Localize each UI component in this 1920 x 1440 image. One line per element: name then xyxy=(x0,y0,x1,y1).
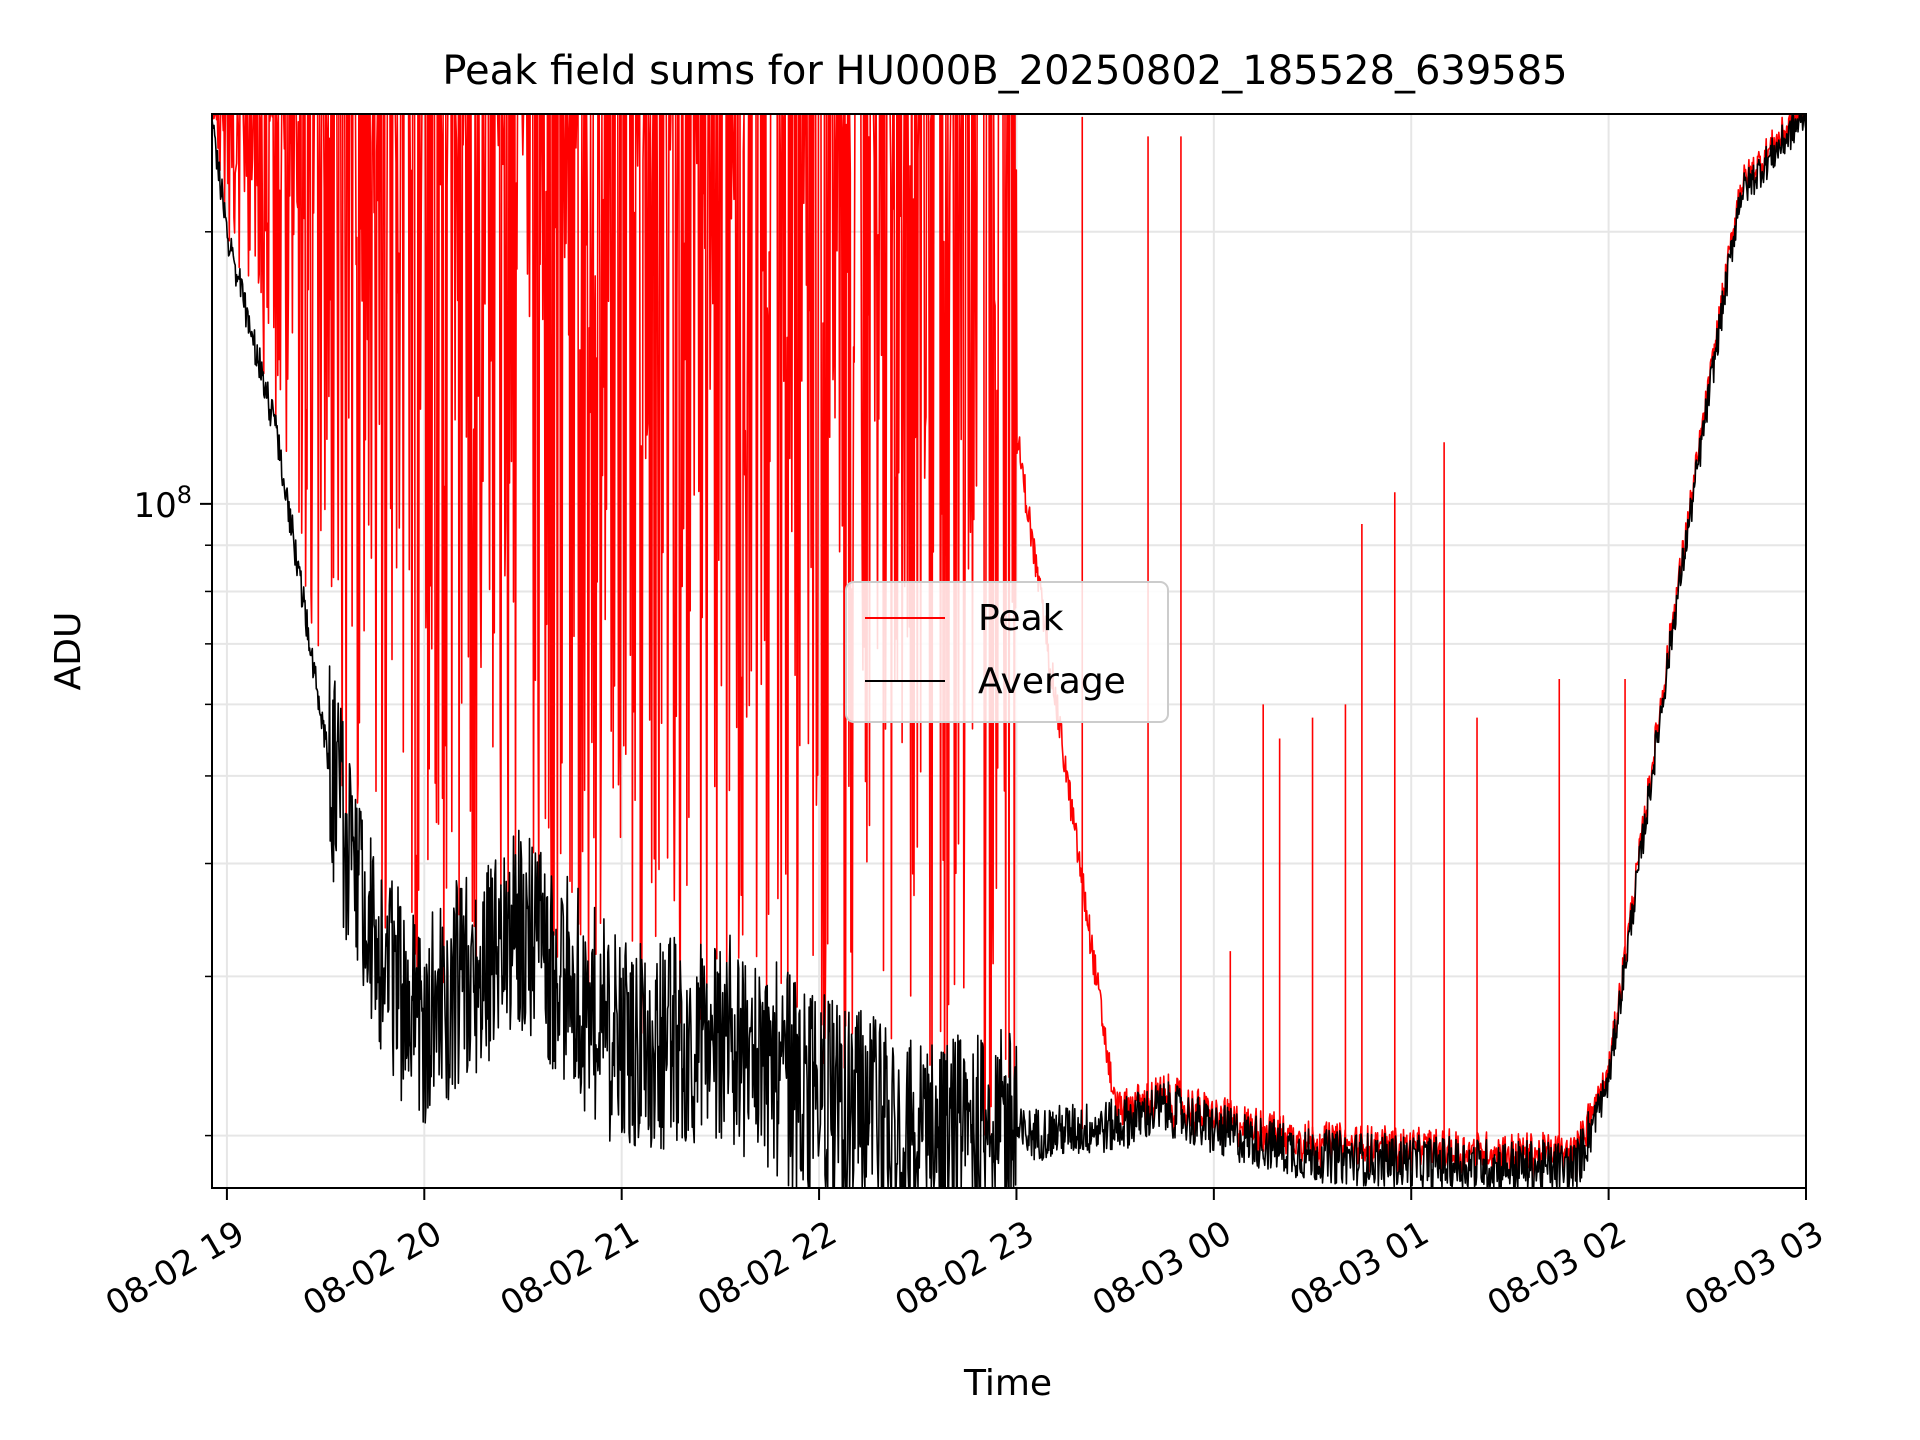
y-axis: 108 xyxy=(133,231,212,1137)
y-axis-label: ADU xyxy=(48,612,89,691)
y-tick-label: 108 xyxy=(133,481,192,526)
legend-average-label: Average xyxy=(978,661,1126,702)
chart-title: Peak field sums for HU000B_20250802_1855… xyxy=(442,48,1567,94)
legend: Peak Average xyxy=(845,581,1169,723)
legend-peak-label: Peak xyxy=(978,598,1064,639)
plot-frame xyxy=(211,113,1807,1189)
x-axis-label: Time xyxy=(963,1363,1052,1404)
